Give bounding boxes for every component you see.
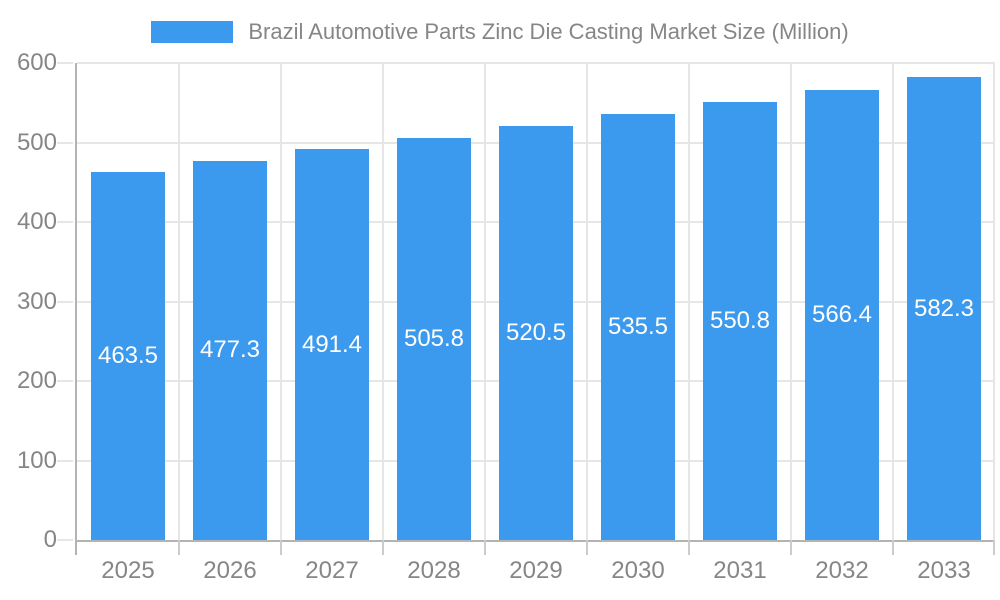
y-tick [57, 380, 73, 382]
y-axis-label: 200 [16, 367, 57, 394]
bar[interactable]: 535.5 [601, 114, 675, 540]
x-axis-label: 2029 [509, 557, 563, 584]
x-tick [75, 540, 77, 555]
bar[interactable]: 505.8 [397, 137, 471, 540]
legend-item[interactable]: Brazil Automotive Parts Zinc Die Casting… [151, 19, 849, 45]
y-gridline [77, 62, 995, 64]
x-tick [790, 540, 792, 555]
x-tick [484, 540, 486, 555]
x-gridline [382, 63, 384, 540]
y-tick [57, 539, 73, 541]
bar-value-label: 566.4 [811, 300, 873, 328]
y-axis-label: 300 [16, 287, 57, 315]
x-gridline [586, 63, 588, 540]
x-gridline [892, 63, 894, 540]
bar[interactable]: 491.4 [295, 149, 369, 540]
plot-area: 0 100 200 300 400 500 600 463.5 2025 477.3 2026 491… [17, 49, 995, 584]
x-tick [892, 540, 894, 555]
y-tick [57, 300, 73, 303]
y-tick [57, 62, 73, 64]
x-gridline [484, 63, 486, 540]
x-tick [993, 540, 995, 555]
x-axis-label: 2030 [611, 557, 665, 584]
bar-value-label: 463.5 [97, 341, 159, 369]
legend: Brazil Automotive Parts Zinc Die Casting… [0, 18, 1000, 46]
x-gridline [790, 63, 792, 540]
x-gridline [688, 63, 690, 540]
x-axis-label: 2033 [917, 557, 971, 584]
x-tick [382, 540, 384, 555]
x-axis-label: 2032 [815, 557, 869, 584]
x-axis-label: 2031 [713, 557, 767, 584]
x-gridline [178, 63, 180, 540]
x-axis-label: 2025 [101, 557, 155, 584]
legend-label: Brazil Automotive Parts Zinc Die Casting… [248, 19, 849, 44]
x-axis-label: 2028 [407, 557, 461, 584]
bar[interactable]: 520.5 [499, 126, 573, 540]
bar-value-label: 491.4 [301, 330, 363, 358]
bar[interactable]: 463.5 [91, 171, 165, 540]
bar-value-label: 582.3 [913, 294, 975, 322]
y-axis-label: 0 [43, 526, 57, 553]
bar[interactable]: 477.3 [193, 160, 267, 540]
x-axis-label: 2026 [203, 557, 257, 584]
y-axis-label: 500 [16, 128, 57, 156]
y-tick [57, 221, 73, 223]
bar-value-label: 535.5 [607, 313, 669, 341]
x-tick [586, 540, 588, 555]
bar-value-label: 505.8 [403, 324, 465, 352]
bar[interactable]: 566.4 [805, 89, 879, 540]
bar[interactable]: 582.3 [907, 77, 981, 540]
x-tick [280, 540, 282, 555]
y-tick [57, 459, 73, 462]
x-axis-label: 2027 [305, 557, 359, 584]
bar-value-label: 550.8 [709, 307, 771, 335]
x-gridline [280, 63, 282, 540]
bar-value-label: 520.5 [505, 319, 567, 347]
x-tick [178, 540, 180, 555]
y-axis-label: 600 [16, 49, 57, 76]
y-tick [57, 141, 73, 144]
x-tick [688, 540, 690, 555]
x-gridline [993, 63, 995, 540]
y-axis-label: 400 [16, 208, 57, 235]
y-axis-label: 100 [16, 446, 57, 474]
bar[interactable]: 550.8 [703, 102, 777, 540]
legend-swatch [151, 21, 234, 43]
bar-value-label: 477.3 [199, 336, 261, 364]
